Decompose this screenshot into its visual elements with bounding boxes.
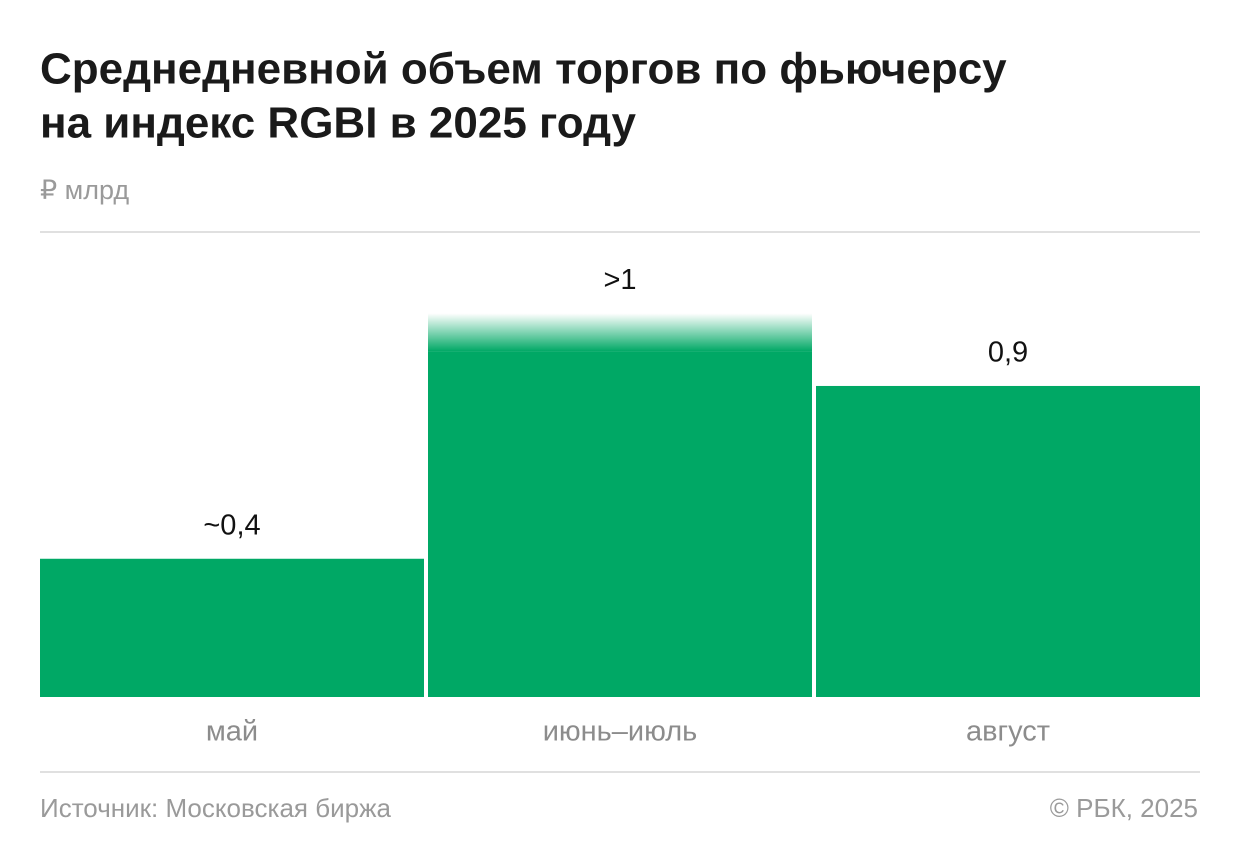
source: Источник: Московская биржа — [40, 793, 391, 823]
bar — [428, 351, 812, 697]
x-tick-label: июнь–июль — [543, 716, 698, 748]
bar — [40, 558, 424, 697]
bar-fade — [428, 313, 812, 352]
chart-title: на индекс RGBI в 2025 году — [40, 99, 637, 148]
bar — [816, 385, 1200, 697]
subtitle: ₽ млрд — [40, 175, 129, 205]
value-label: 0,9 — [988, 337, 1028, 369]
credit: © РБК, 2025 — [1050, 793, 1198, 823]
chart-title: Среднедневной объем торгов по фьючерсу — [40, 45, 1007, 94]
value-label: ~0,4 — [203, 509, 260, 541]
x-tick-label: май — [206, 716, 258, 748]
value-label: >1 — [603, 264, 636, 296]
x-tick-label: август — [966, 716, 1050, 748]
